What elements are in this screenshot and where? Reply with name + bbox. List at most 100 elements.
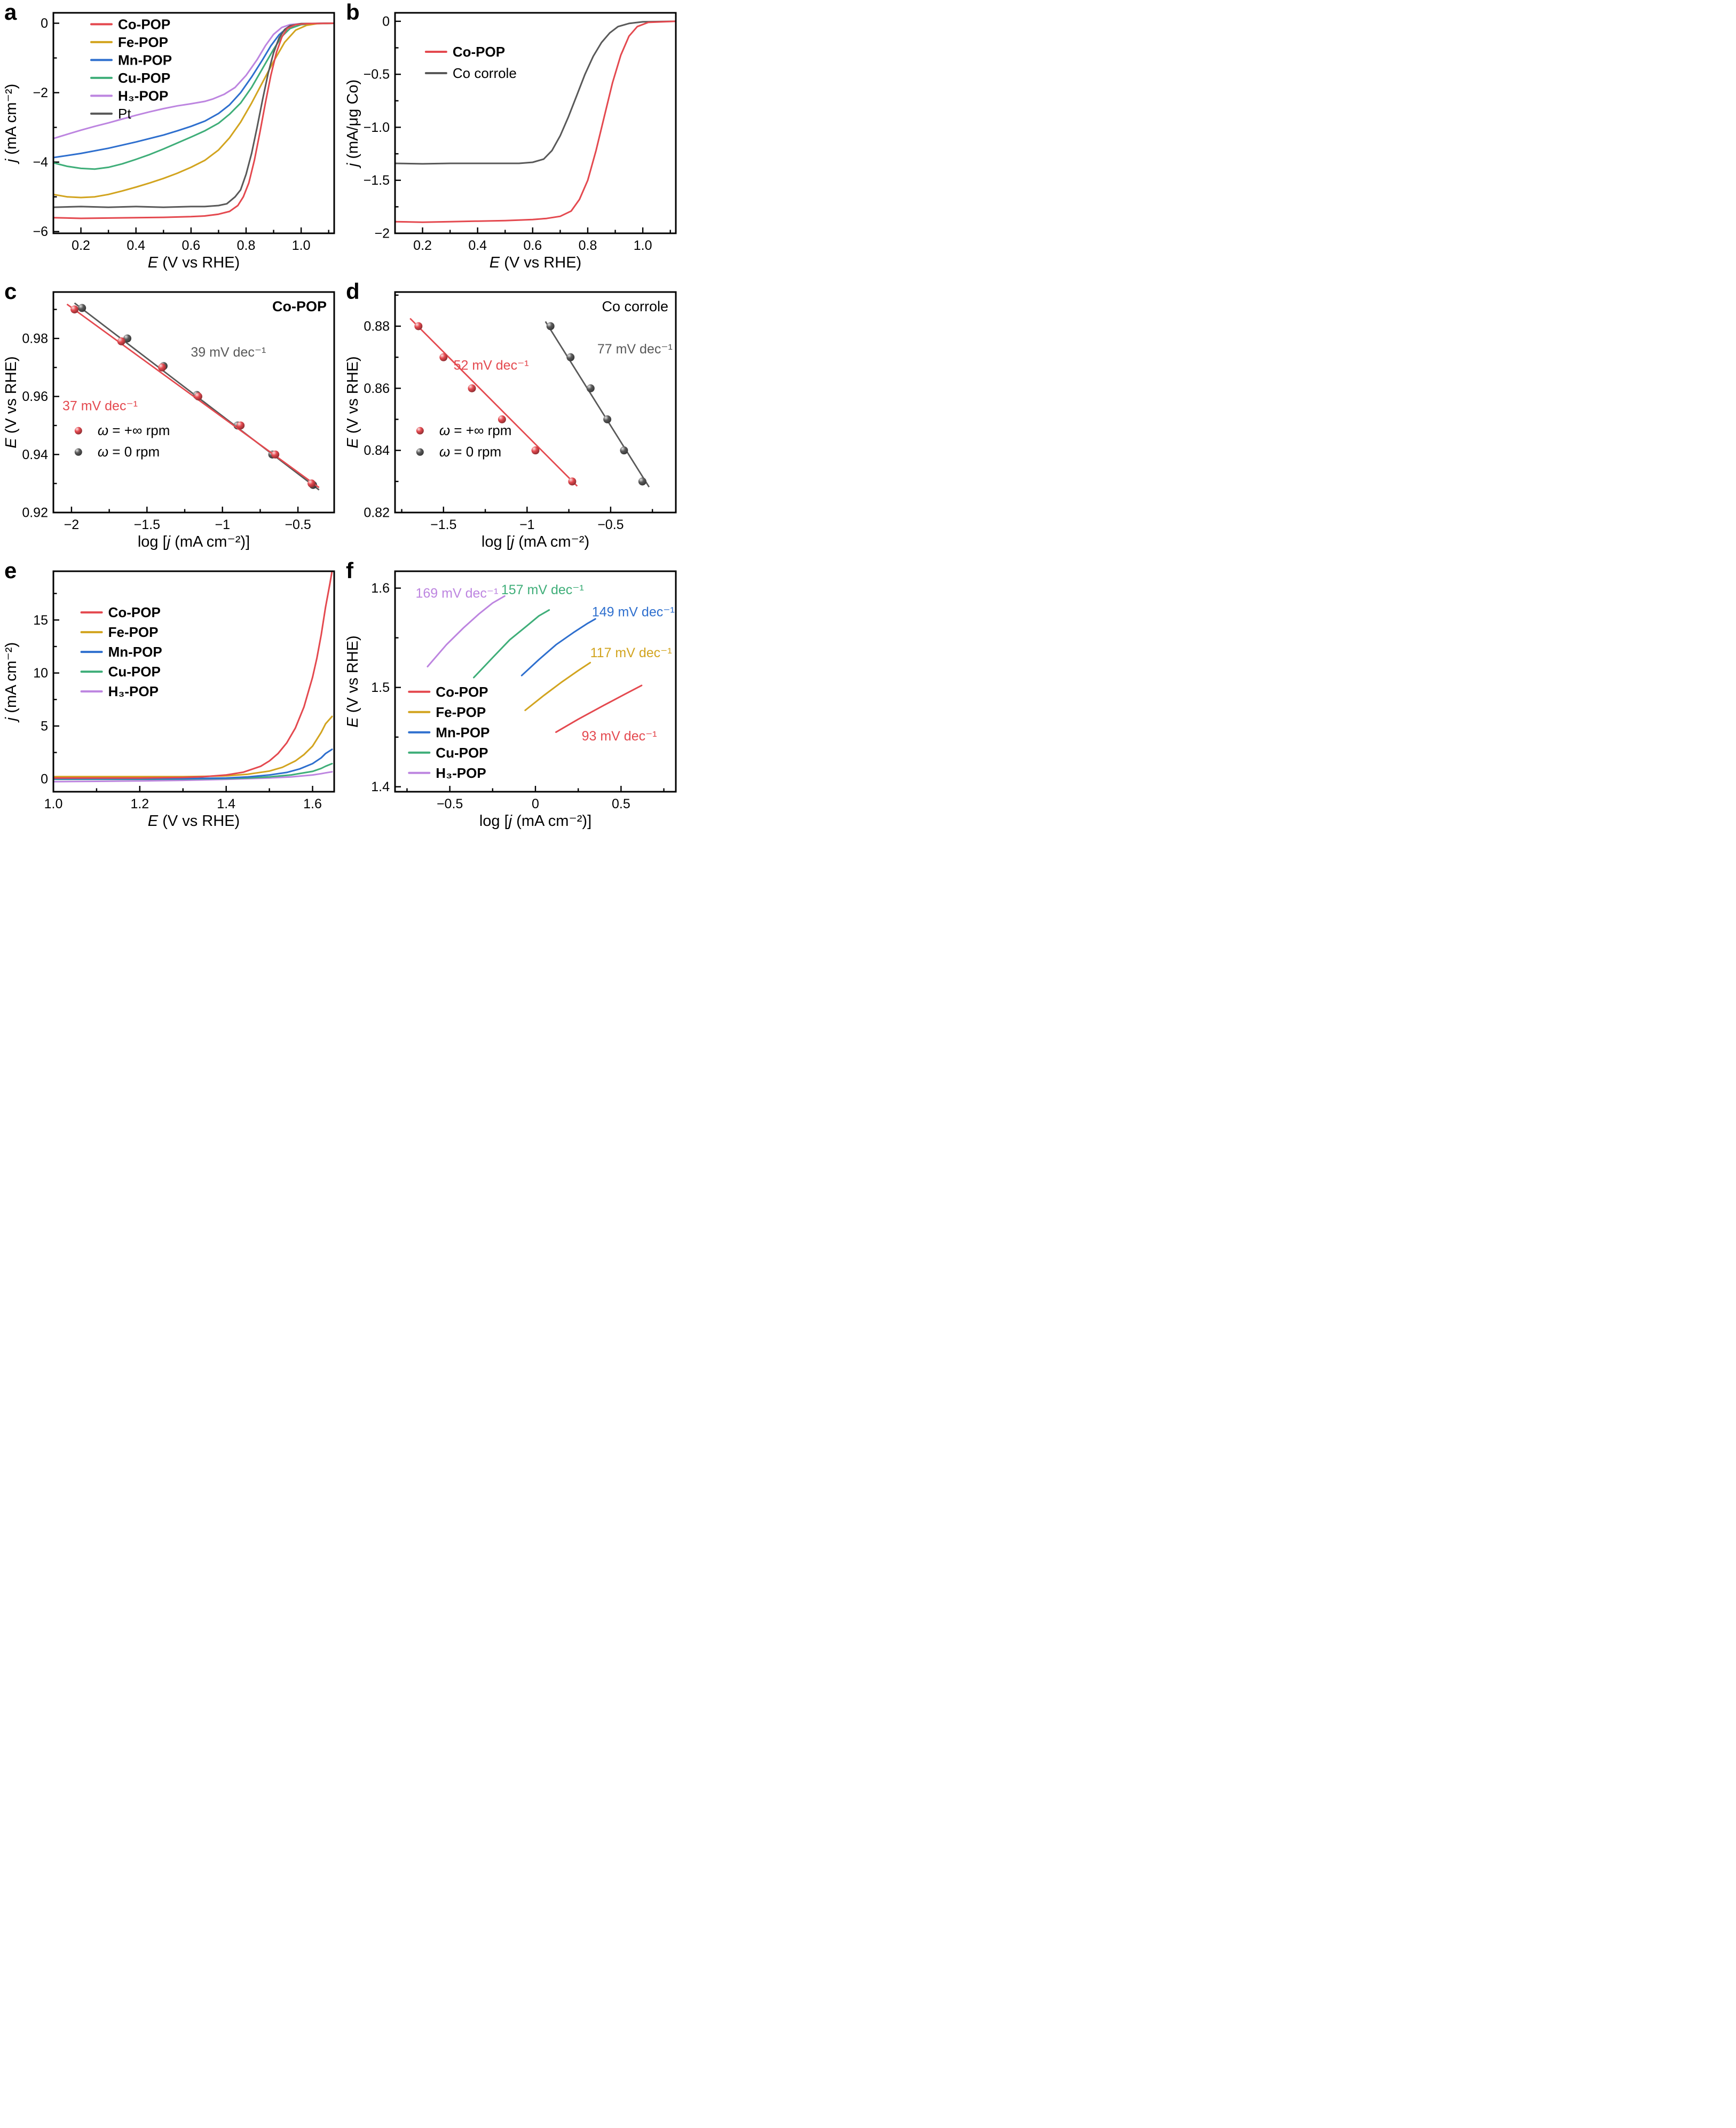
x-tick-label: −0.5 bbox=[597, 517, 624, 532]
series-line-f-1 bbox=[473, 609, 550, 679]
legend-e: Co-POP Fe-POP Mn-POP Cu-POP H₃-POP bbox=[80, 604, 162, 699]
x-axis-label-a: E (V vs RHE) bbox=[148, 254, 240, 271]
legend-b: Co-POP Co corrole bbox=[424, 44, 517, 81]
legend-label: Co corrole bbox=[453, 65, 517, 81]
y-axis-label-d: E (V vs RHE) bbox=[344, 356, 361, 448]
legend-label: Fe-POP bbox=[108, 624, 159, 640]
series-b bbox=[395, 20, 676, 223]
data-point bbox=[620, 446, 628, 455]
x-tick-label: 0.4 bbox=[468, 238, 487, 253]
y-tick-label: −1.0 bbox=[364, 120, 390, 135]
x-tick-label: −0.5 bbox=[285, 517, 311, 532]
y-tick-label: 1.6 bbox=[371, 581, 390, 596]
y-tick-label: 0.98 bbox=[22, 331, 48, 346]
data-point bbox=[568, 477, 577, 486]
x-tick-label: 1.0 bbox=[634, 238, 652, 253]
plot-box-c bbox=[52, 291, 335, 514]
data-point bbox=[414, 322, 423, 330]
legend-marker bbox=[74, 427, 82, 435]
data-point bbox=[468, 384, 476, 392]
series-line-a-4 bbox=[53, 22, 334, 208]
data-point bbox=[271, 450, 280, 459]
x-axis-label-c: log [j (mA cm⁻²)] bbox=[138, 533, 250, 550]
axis-ticks-c: −2 −1.5 −1 −0.5 0.92 0.94 0.96 0.98 bbox=[22, 309, 311, 532]
legend-f: Co-POP Fe-POP Mn-POP Cu-POP H₃-POP bbox=[408, 684, 490, 781]
legend-label: Cu-POP bbox=[436, 745, 488, 761]
y-tick-label: 0.94 bbox=[22, 447, 48, 462]
data-point bbox=[117, 337, 125, 345]
legend-label: Co-POP bbox=[453, 44, 505, 60]
series-line-b-0 bbox=[395, 20, 676, 165]
y-axis-label-c: E (V vs RHE) bbox=[3, 356, 20, 448]
annotation-d-0: 52 mV dec⁻¹ bbox=[454, 358, 529, 373]
x-tick-label: 0.6 bbox=[523, 238, 542, 253]
series-line-e-0 bbox=[53, 771, 333, 783]
legend-label: Co-POP bbox=[118, 16, 170, 32]
panel-letter-f: f bbox=[346, 558, 353, 583]
series-line-e-4 bbox=[53, 571, 333, 779]
x-tick-label: −1 bbox=[519, 517, 535, 532]
y-tick-label: 0.82 bbox=[364, 506, 390, 521]
series-line-f-0 bbox=[427, 595, 506, 668]
y-tick-label: −2 bbox=[33, 85, 48, 100]
chart-f-oer-tafel: −0.5 0 0.5 1.4 1.5 1.6 log [j (mA cm⁻²)] E (V v… bbox=[344, 570, 677, 830]
plot-box-e bbox=[52, 570, 335, 793]
y-tick-label: 0.92 bbox=[22, 506, 48, 521]
legend-d: ω = +∞ rpm ω = 0 rpm bbox=[416, 422, 511, 460]
panel-letter-b: b bbox=[346, 0, 360, 25]
x-tick-label: 1.0 bbox=[292, 238, 311, 253]
data-point bbox=[531, 446, 540, 455]
x-tick-label: 0 bbox=[532, 797, 539, 811]
y-tick-label: −6 bbox=[33, 224, 48, 239]
data-point bbox=[566, 353, 575, 361]
series-line-f-2 bbox=[520, 618, 596, 676]
series-line-f-4 bbox=[555, 684, 643, 733]
legend-marker bbox=[416, 427, 424, 435]
y-tick-label: 10 bbox=[33, 666, 48, 681]
panel-f: f −0.5 0 0.5 1.4 1.5 1.6 log [j (mA cm⁻²)] E (V… bbox=[342, 558, 683, 838]
data-point bbox=[70, 305, 79, 314]
series-line-a-3 bbox=[53, 22, 334, 199]
x-tick-label: 1.0 bbox=[44, 797, 63, 811]
x-tick-label: 0.5 bbox=[612, 797, 630, 811]
panel-a: a 0.2 0.4 0.6 0.8 1.0 0 −2 −4 −6 E (V vs RHE) j (m… bbox=[0, 0, 342, 279]
legend-label: Mn-POP bbox=[108, 644, 162, 660]
legend-label: Co-POP bbox=[108, 604, 161, 620]
x-tick-label: −0.5 bbox=[437, 797, 463, 811]
y-tick-label: 0 bbox=[382, 14, 390, 29]
axis-ticks-b: 0.2 0.4 0.6 0.8 1.0 0 −0.5 −1.0 −1.5 −2 bbox=[364, 14, 671, 253]
legend-a: Co-POP Fe-POP Mn-POP Cu-POP H₃-POP Pt bbox=[90, 16, 172, 122]
data-point bbox=[236, 421, 245, 430]
annotation-c-0: 39 mV dec⁻¹ bbox=[191, 345, 266, 360]
panel-letter-e: e bbox=[4, 558, 17, 583]
annotation-c-1: 37 mV dec⁻¹ bbox=[62, 399, 138, 414]
chart-b-mass-activity: 0.2 0.4 0.6 0.8 1.0 0 −0.5 −1.0 −1.5 −2 E (V vs RH… bbox=[344, 12, 677, 271]
y-tick-label: 0 bbox=[41, 772, 48, 787]
data-point bbox=[498, 415, 506, 423]
series-d bbox=[409, 318, 650, 488]
x-tick-label: 0.6 bbox=[182, 238, 200, 253]
corner-label-d: Co corrole bbox=[602, 298, 668, 314]
y-tick-label: 5 bbox=[41, 719, 48, 734]
x-tick-label: 0.2 bbox=[413, 238, 432, 253]
y-axis-label-f: E (V vs RHE) bbox=[344, 635, 361, 727]
chart-d-tafel-co-corrole: −1.5 −1 −0.5 0.82 0.84 0.86 0.88 log [j (mA cm⁻… bbox=[344, 291, 677, 550]
x-axis-label-e: E (V vs RHE) bbox=[148, 813, 240, 830]
series-line-e-2 bbox=[53, 748, 333, 780]
y-tick-label: −2 bbox=[374, 226, 390, 241]
y-tick-label: −4 bbox=[33, 155, 48, 170]
x-tick-label: 0.8 bbox=[237, 238, 256, 253]
y-tick-label: −0.5 bbox=[364, 67, 390, 82]
annotation-f-1: 157 mV dec⁻¹ bbox=[501, 582, 584, 597]
chart-c-tafel-co-pop: −2 −1.5 −1 −0.5 0.92 0.94 0.96 0.98 log [j (mA c… bbox=[3, 291, 335, 550]
legend-c: ω = +∞ rpm ω = 0 rpm bbox=[74, 422, 170, 460]
series-line-a-1 bbox=[53, 22, 334, 159]
y-axis-label-b: j (mA/μg Co) bbox=[344, 80, 361, 169]
legend-label: Fe-POP bbox=[436, 704, 486, 720]
data-point bbox=[603, 415, 612, 423]
series-c bbox=[66, 302, 320, 491]
panel-letter-c: c bbox=[4, 279, 17, 304]
plot-box-f bbox=[394, 570, 677, 793]
x-tick-label: −2 bbox=[64, 517, 80, 532]
x-tick-label: 1.4 bbox=[217, 797, 235, 811]
